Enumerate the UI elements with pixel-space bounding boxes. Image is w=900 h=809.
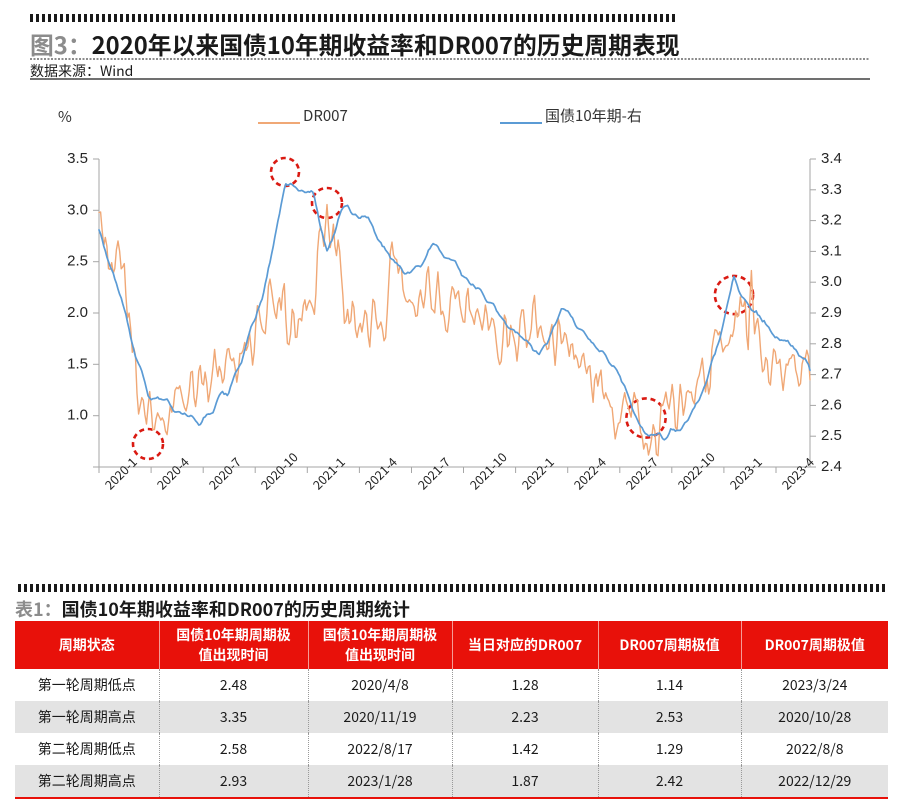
svg-text:2.5: 2.5 <box>67 253 88 270</box>
svg-text:2.6: 2.6 <box>821 396 842 413</box>
svg-text:1.0: 1.0 <box>67 407 88 424</box>
svg-text:3.0: 3.0 <box>821 273 842 290</box>
svg-text:2.8: 2.8 <box>821 335 842 352</box>
svg-text:3.1: 3.1 <box>821 242 842 259</box>
svg-text:3.0: 3.0 <box>67 201 88 218</box>
svg-text:3.5: 3.5 <box>67 150 88 167</box>
svg-text:3.2: 3.2 <box>821 212 842 229</box>
svg-text:1.5: 1.5 <box>67 355 88 372</box>
svg-text:2.7: 2.7 <box>821 366 842 383</box>
svg-text:2.4: 2.4 <box>821 458 842 475</box>
svg-text:2.5: 2.5 <box>821 427 842 444</box>
svg-text:3.3: 3.3 <box>821 181 842 198</box>
svg-text:2.9: 2.9 <box>821 304 842 321</box>
svg-text:3.4: 3.4 <box>821 150 842 167</box>
svg-text:2.0: 2.0 <box>67 304 88 321</box>
